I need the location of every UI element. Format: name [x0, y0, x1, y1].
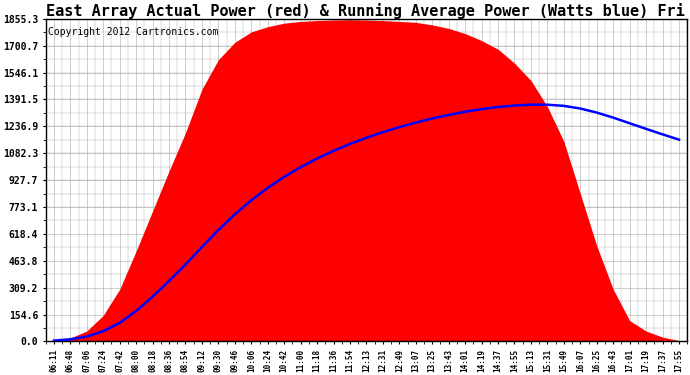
Text: East Array Actual Power (red) & Running Average Power (Watts blue) Fri Mar 9 17:: East Array Actual Power (red) & Running … — [46, 3, 690, 19]
Text: Copyright 2012 Cartronics.com: Copyright 2012 Cartronics.com — [48, 27, 218, 37]
